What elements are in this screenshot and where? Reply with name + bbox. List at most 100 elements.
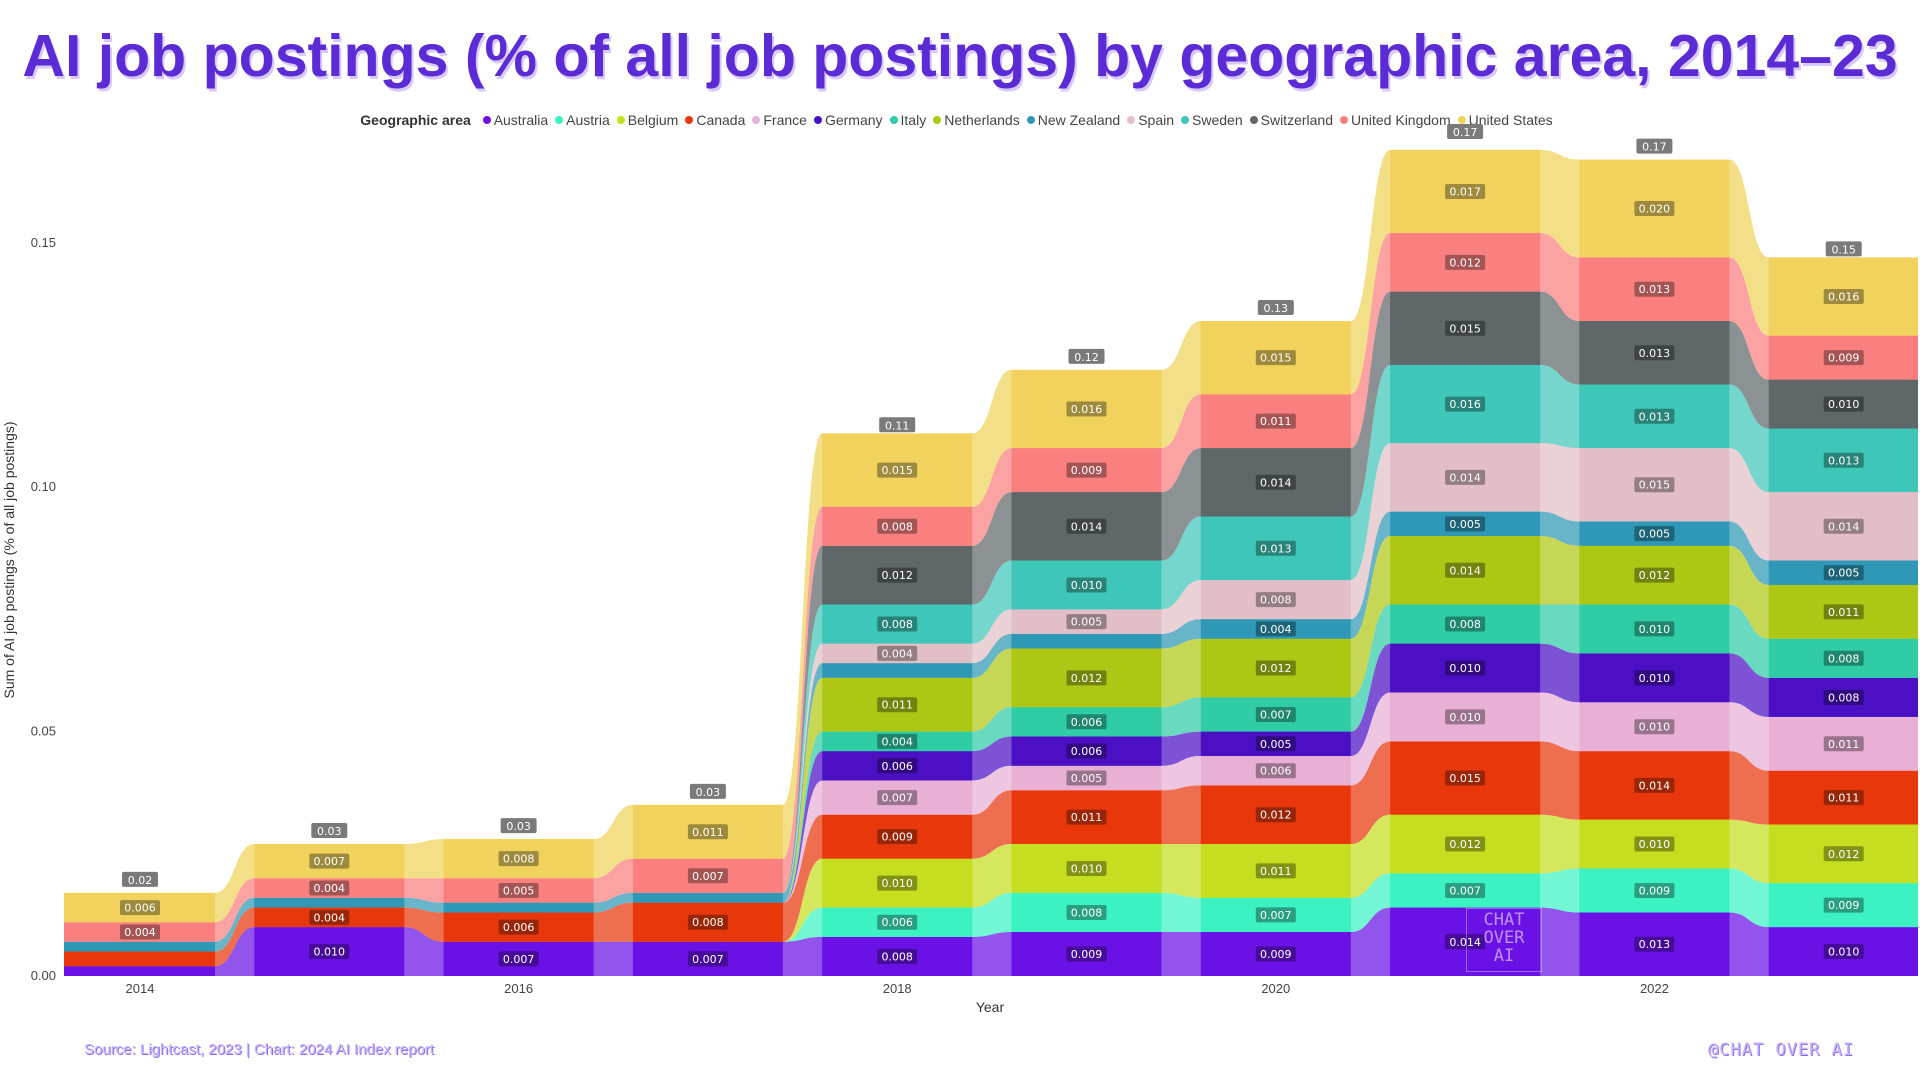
data-label-bg bbox=[1634, 281, 1675, 297]
area-band-germany[interactable] bbox=[64, 643, 1918, 952]
data-label-bg bbox=[498, 919, 539, 935]
legend-item-germany[interactable]: Germany bbox=[813, 112, 883, 128]
data-label-bg bbox=[1823, 650, 1864, 666]
total-label: 0.17 bbox=[1636, 138, 1673, 154]
legend-label: France bbox=[763, 112, 807, 128]
data-label-bg bbox=[1255, 807, 1296, 823]
data-label-text: 0.016 bbox=[1828, 291, 1860, 304]
total-label-text: 0.03 bbox=[506, 820, 531, 833]
legend-marker bbox=[933, 116, 942, 124]
segment-new-zealand-2018[interactable] bbox=[822, 663, 973, 678]
data-label-text: 0.011 bbox=[1071, 811, 1103, 824]
legend-item-sweden[interactable]: Sweden bbox=[1181, 112, 1243, 128]
data-label: 0.011 bbox=[1066, 809, 1107, 825]
total-label-bg bbox=[122, 871, 158, 887]
data-label: 0.013 bbox=[1823, 452, 1864, 468]
data-label-bg bbox=[877, 697, 918, 713]
area-band-spain[interactable] bbox=[64, 443, 1918, 942]
area-band-united-states[interactable] bbox=[64, 149, 1918, 923]
data-label-text: 0.013 bbox=[1828, 454, 1860, 467]
chart-title: AI job postings (% of all job postings) … bbox=[22, 23, 1898, 89]
segment-new-zealand-2015[interactable] bbox=[254, 897, 405, 908]
legend-item-spain[interactable]: Spain bbox=[1127, 112, 1174, 128]
segment-australia-2014[interactable] bbox=[64, 966, 215, 976]
legend-label: Switzerland bbox=[1260, 112, 1333, 128]
data-label-bg bbox=[1445, 396, 1486, 412]
data-label: 0.008 bbox=[1823, 650, 1864, 666]
data-label-text: 0.005 bbox=[1071, 616, 1103, 629]
data-label-text: 0.017 bbox=[1449, 185, 1481, 198]
data-label-text: 0.011 bbox=[1828, 606, 1860, 619]
data-label: 0.006 bbox=[498, 919, 539, 935]
legend-item-canada[interactable]: Canada bbox=[685, 112, 745, 128]
data-label-text: 0.008 bbox=[1071, 906, 1103, 919]
data-label-bg bbox=[1255, 474, 1296, 490]
data-label-text: 0.010 bbox=[1449, 662, 1481, 675]
legend-item-italy[interactable]: Italy bbox=[889, 112, 926, 128]
area-band-united-kingdom[interactable] bbox=[64, 232, 1918, 942]
data-label-bg bbox=[1445, 709, 1486, 725]
data-label-text: 0.005 bbox=[1639, 528, 1671, 541]
data-label: 0.004 bbox=[309, 880, 350, 896]
data-label-text: 0.007 bbox=[1260, 708, 1292, 721]
legend-item-switzerland[interactable]: Switzerland bbox=[1249, 112, 1333, 128]
area-band-sweden[interactable] bbox=[64, 364, 1918, 942]
data-label-bg bbox=[1634, 201, 1675, 217]
segment-new-zealand-2016[interactable] bbox=[443, 902, 594, 913]
area-band-france[interactable] bbox=[64, 692, 1918, 952]
watermark-logo: CHAT OVER AI bbox=[1466, 908, 1542, 972]
data-label: 0.010 bbox=[1066, 860, 1107, 876]
total-label: 0.02 bbox=[122, 871, 158, 887]
data-label-bg bbox=[309, 853, 350, 869]
data-label: 0.011 bbox=[1823, 790, 1864, 806]
legend-marker bbox=[813, 116, 822, 124]
data-label-bg bbox=[1445, 882, 1486, 898]
legend-item-new-zealand[interactable]: New Zealand bbox=[1026, 112, 1120, 128]
legend-item-united-kingdom[interactable]: United Kingdom bbox=[1340, 112, 1451, 128]
data-label: 0.007 bbox=[1255, 907, 1296, 923]
total-label-bg bbox=[1068, 348, 1105, 364]
data-label-bg bbox=[877, 518, 918, 534]
legend-item-netherlands[interactable]: Netherlands bbox=[933, 112, 1020, 128]
data-label-text: 0.015 bbox=[1449, 322, 1481, 335]
data-label-bg bbox=[1634, 621, 1675, 637]
data-label-bg bbox=[1823, 689, 1864, 705]
total-label-text: 0.17 bbox=[1642, 141, 1667, 154]
area-band-netherlands[interactable] bbox=[64, 536, 1918, 952]
segment-canada-2014[interactable] bbox=[64, 951, 215, 967]
data-label: 0.012 bbox=[1445, 836, 1486, 852]
legend-item-austria[interactable]: Austria bbox=[555, 112, 610, 128]
legend-item-australia[interactable]: Australia bbox=[482, 112, 548, 128]
area-band-italy[interactable] bbox=[64, 604, 1918, 952]
data-label-bg bbox=[1255, 350, 1296, 366]
segment-new-zealand-2014[interactable] bbox=[64, 941, 215, 952]
legend-label: Spain bbox=[1138, 112, 1175, 128]
area-band-new-zealand[interactable] bbox=[64, 511, 1918, 952]
data-label-text: 0.009 bbox=[1260, 948, 1292, 961]
data-label-bg bbox=[1445, 254, 1486, 270]
legend-item-belgium[interactable]: Belgium bbox=[616, 112, 678, 128]
data-label: 0.014 bbox=[1634, 777, 1675, 793]
area-band-switzerland[interactable] bbox=[64, 291, 1918, 942]
legend-label: Sweden bbox=[1192, 112, 1243, 128]
data-label-text: 0.011 bbox=[881, 699, 913, 712]
total-label-bg bbox=[500, 818, 537, 834]
data-label-bg bbox=[1445, 469, 1486, 485]
data-label: 0.004 bbox=[1255, 621, 1296, 637]
data-label-text: 0.008 bbox=[881, 520, 913, 533]
legend-item-united-states[interactable]: United States bbox=[1457, 112, 1553, 128]
x-tick-label: 2022 bbox=[1640, 981, 1669, 996]
segment-new-zealand-2019[interactable] bbox=[1011, 633, 1162, 649]
data-label-text: 0.014 bbox=[1449, 936, 1481, 949]
segment-new-zealand-2017[interactable] bbox=[632, 892, 783, 903]
legend-marker bbox=[889, 116, 898, 124]
data-label-bg bbox=[687, 824, 728, 840]
data-label: 0.008 bbox=[1823, 689, 1864, 705]
legend-item-france[interactable]: France bbox=[752, 112, 807, 128]
data-label: 0.012 bbox=[1255, 807, 1296, 823]
data-label-bg bbox=[1634, 567, 1675, 583]
data-label-text: 0.009 bbox=[1071, 464, 1103, 477]
data-label: 0.012 bbox=[877, 567, 918, 583]
chart-areas bbox=[64, 149, 1918, 976]
data-label: 0.011 bbox=[1823, 604, 1864, 620]
